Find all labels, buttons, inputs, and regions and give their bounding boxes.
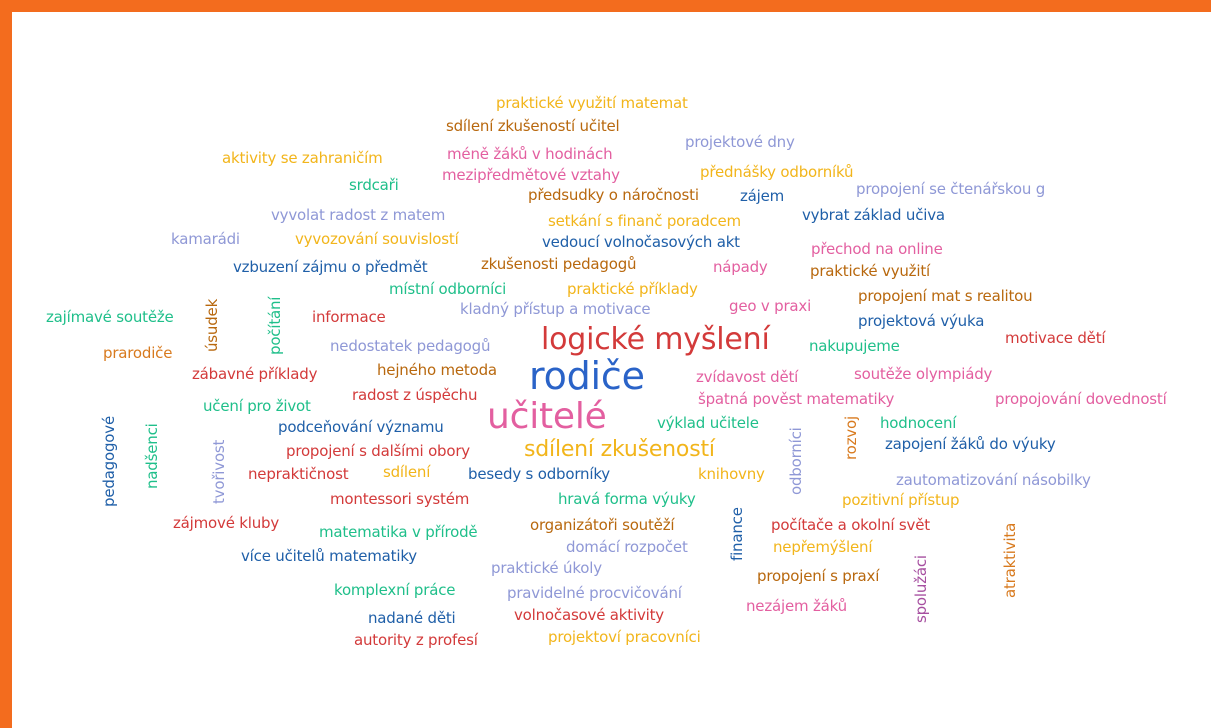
word: autority z profesí [354, 631, 478, 649]
word: vybrat základ učiva [802, 206, 945, 224]
word: montessori systém [330, 490, 470, 508]
word: praktické využití matemat [496, 94, 688, 112]
word: praktické využití [810, 262, 930, 280]
word: propojení mat s realitou [858, 287, 1033, 305]
word: domácí rozpočet [566, 538, 688, 556]
word: zvídavost dětí [696, 368, 799, 386]
word: logické myšlení [541, 322, 770, 357]
word: více učitelů matematiky [241, 547, 417, 565]
word: vyvolat radost z matem [271, 206, 446, 224]
word: rodiče [529, 354, 645, 398]
word: tvořivost [210, 439, 228, 504]
word: propojení se čtenářskou g [856, 180, 1046, 198]
word: zkušenosti pedagogů [481, 255, 637, 273]
word: matematika v přírodě [319, 523, 478, 541]
word: atraktivita [1001, 522, 1019, 598]
word: propojení s dalšími obory [286, 442, 470, 460]
word: pedagogové [100, 416, 118, 507]
word: sdílení [383, 463, 431, 481]
word: soutěže olympiády [854, 365, 993, 383]
word: motivace dětí [1005, 329, 1106, 347]
word: učitelé [487, 396, 607, 437]
word: zábavné příklady [192, 365, 318, 383]
word: učení pro život [203, 397, 311, 415]
word: prarodiče [103, 344, 173, 362]
word: finance [728, 507, 746, 561]
word: nadšenci [143, 423, 161, 489]
word: srdcaři [349, 176, 399, 194]
word: projektoví pracovníci [548, 628, 701, 646]
word: setkání s finanč poradcem [548, 212, 741, 230]
word: knihovny [698, 465, 765, 483]
word: výklad učitele [657, 414, 759, 432]
word: nedostatek pedagogů [330, 337, 491, 355]
word: nadané děti [368, 609, 456, 627]
word: nepřemýšlení [773, 538, 873, 556]
frame-border-left [0, 0, 12, 728]
word: kladný přístup a motivace [460, 300, 651, 318]
frame-border-top [0, 0, 1211, 12]
word: kamarádi [171, 230, 240, 248]
word: přechod na online [811, 240, 943, 258]
word: rozvoj [842, 416, 860, 460]
word: vyvozování souvislostí [295, 230, 459, 248]
word: praktické příklady [567, 280, 698, 298]
word: špatná pověst matematiky [698, 390, 895, 408]
word: geo v praxi [729, 297, 812, 315]
word: předsudky o náročnosti [528, 186, 699, 204]
word: komplexní práce [334, 581, 456, 599]
word: počítače a okolní svět [771, 516, 930, 534]
word: zájmové kluby [173, 514, 280, 532]
word: informace [312, 308, 386, 326]
word: zajímavé soutěže [46, 308, 174, 326]
word: aktivity se zahraničím [222, 149, 383, 167]
word: místní odborníci [389, 280, 507, 298]
word: zájem [740, 187, 785, 205]
word: projektová výuka [858, 312, 985, 330]
word: pravidelné procvičování [507, 584, 682, 602]
word: vedoucí volnočasových akt [542, 233, 740, 251]
word: zapojení žáků do výuky [885, 435, 1056, 453]
word: propojení s praxí [757, 567, 880, 585]
word: radost z úspěchu [352, 386, 478, 404]
word: úsudek [203, 298, 221, 352]
word: sdílení zkušeností učitel [446, 117, 620, 135]
word: praktické úkoly [491, 559, 602, 577]
word: odborníci [787, 427, 805, 495]
word: nápady [713, 258, 768, 276]
word: nakupujeme [809, 337, 900, 355]
word: pozitivní přístup [842, 491, 960, 509]
word: spolužáci [912, 555, 930, 623]
word: mezipředmětové vztahy [442, 166, 620, 184]
word: projektové dny [685, 133, 795, 151]
word: volnočasové aktivity [514, 606, 664, 624]
word: hravá forma výuky [558, 490, 696, 508]
word: propojování dovedností [995, 390, 1167, 408]
word: nezájem žáků [746, 597, 847, 615]
word: méně žáků v hodinách [447, 145, 613, 163]
word: nepraktičnost [248, 465, 349, 483]
word: hejného metoda [377, 361, 497, 379]
word: zautomatizování násobilky [896, 471, 1091, 489]
word: hodnocení [880, 414, 957, 432]
word: vzbuzení zájmu o předmět [233, 258, 428, 276]
word: besedy s odborníky [468, 465, 610, 483]
word: přednášky odborníků [700, 163, 854, 181]
word: organizátoři soutěží [530, 516, 675, 534]
word: podceňování významu [278, 418, 444, 436]
word: počítání [266, 296, 284, 355]
word: sdílení zkušeností [524, 437, 715, 462]
